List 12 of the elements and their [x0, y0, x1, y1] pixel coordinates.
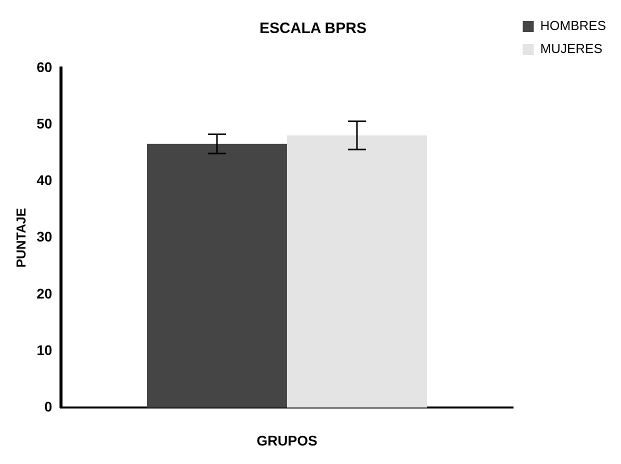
chart-title: ESCALA BPRS — [260, 20, 366, 38]
y-tick-label: 40 — [36, 172, 52, 188]
y-axis-title: PUNTAJE — [13, 208, 28, 268]
y-tick-label: 20 — [36, 285, 52, 302]
legend-label: HOMBRES — [540, 18, 606, 34]
y-tick-label: 10 — [36, 342, 52, 358]
y-tick-label: 30 — [36, 228, 52, 245]
legend-label: MUJERES — [540, 41, 603, 56]
x-axis-title: GRUPOS — [256, 432, 318, 448]
y-tick-label: 0 — [44, 398, 52, 414]
y-tick-label: 60 — [36, 58, 52, 75]
y-tick-label: 50 — [36, 115, 52, 132]
